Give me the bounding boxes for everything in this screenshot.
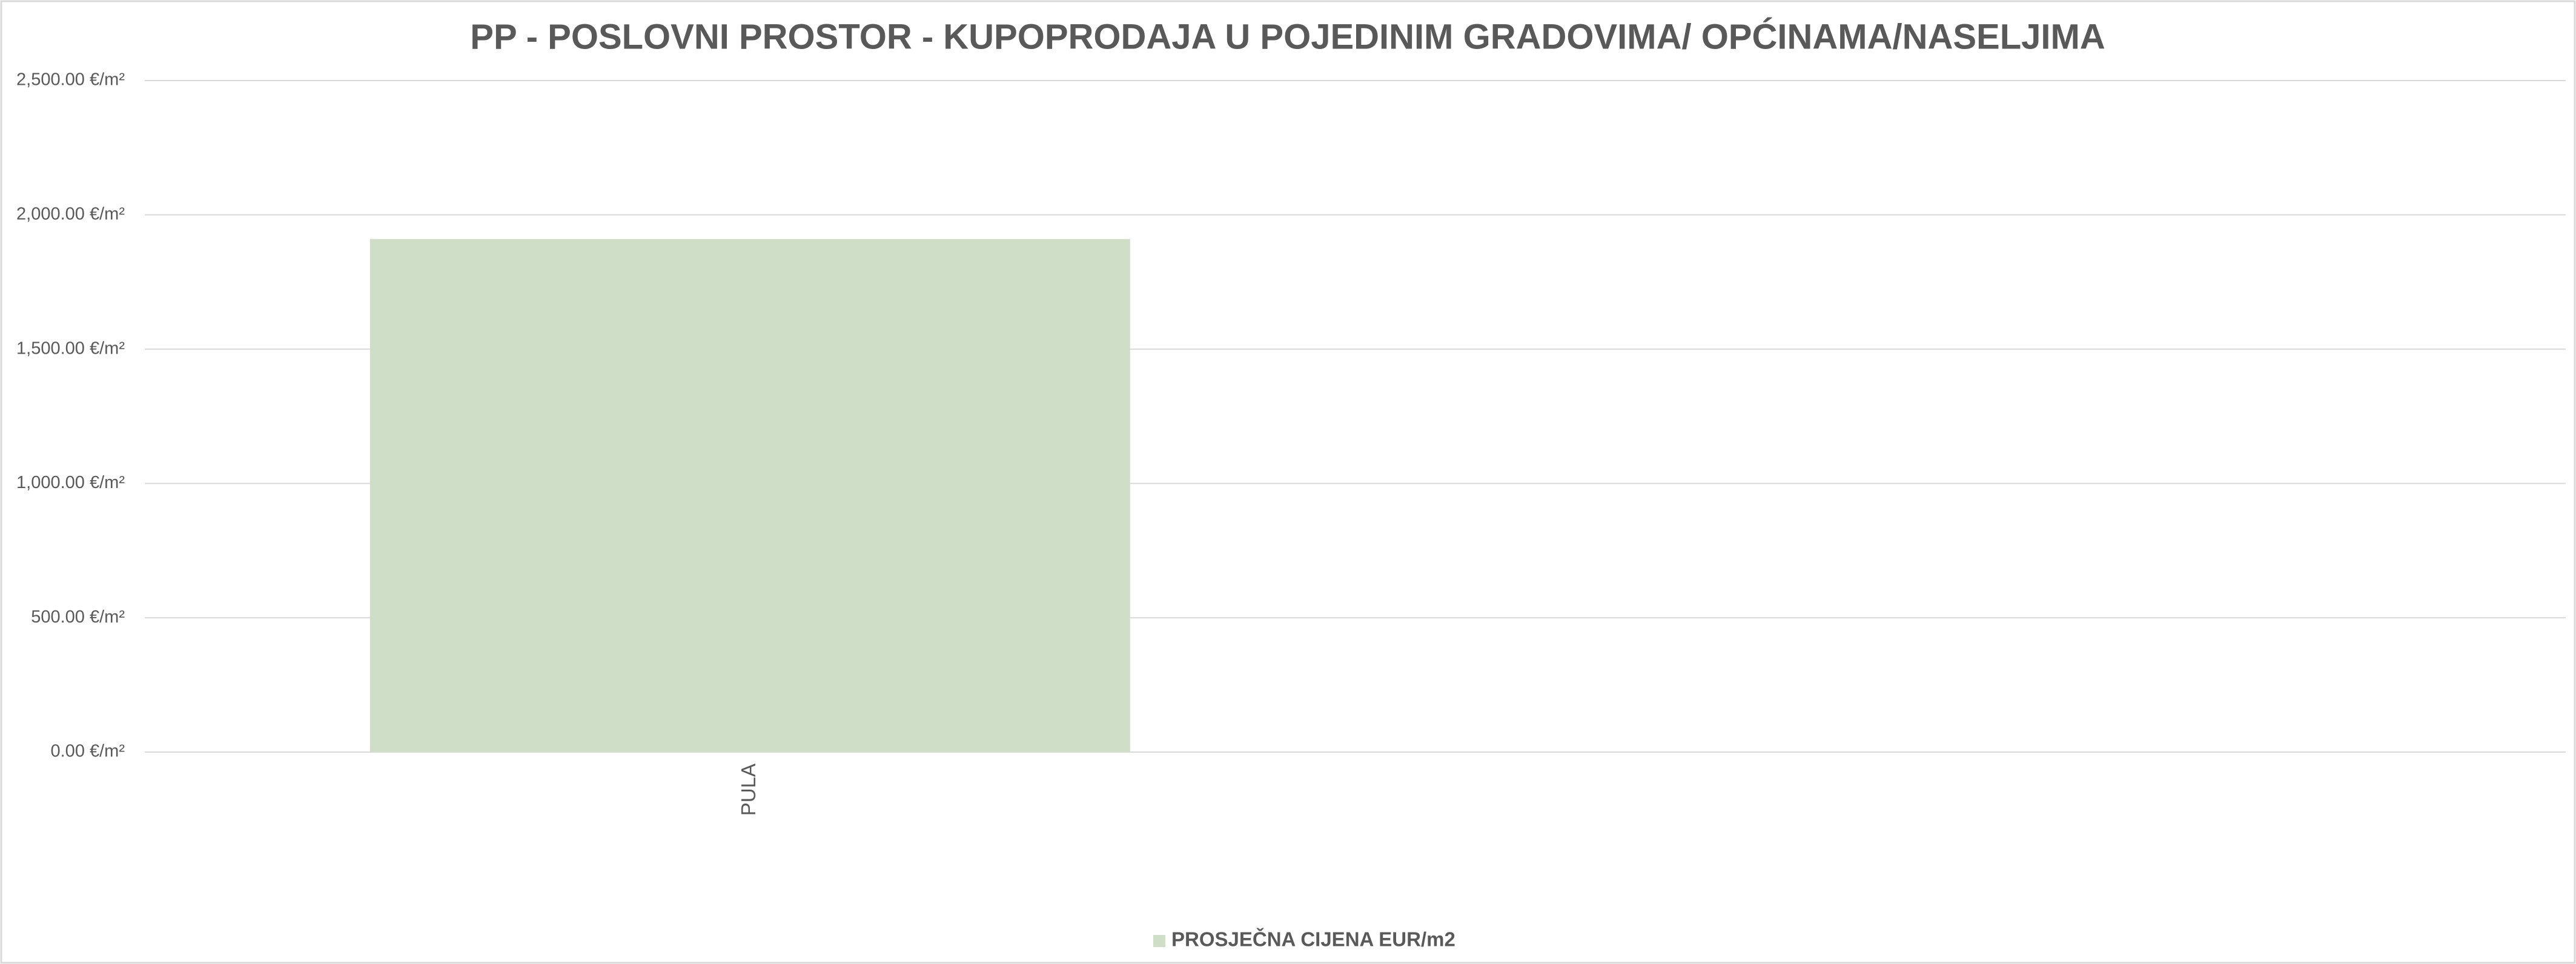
- bar: [369, 239, 1130, 752]
- y-tick-label: 2,500.00 €/m²: [16, 70, 125, 90]
- legend-swatch: [1153, 935, 1165, 947]
- x-tick-label: PULA: [737, 764, 760, 816]
- legend-label: PROSJEČNA CIJENA EUR/m2: [1171, 928, 1455, 951]
- y-tick-label: 2,000.00 €/m²: [16, 204, 125, 223]
- y-tick-label: 0.00 €/m²: [51, 742, 125, 761]
- y-tick-label: 1,000.00 €/m²: [16, 473, 125, 492]
- y-tick-label: 1,500.00 €/m²: [16, 338, 125, 358]
- y-tick-label: 500.00 €/m²: [31, 607, 125, 627]
- chart-title: PP - POSLOVNI PROSTOR - KUPOPRODAJA U PO…: [470, 17, 2105, 56]
